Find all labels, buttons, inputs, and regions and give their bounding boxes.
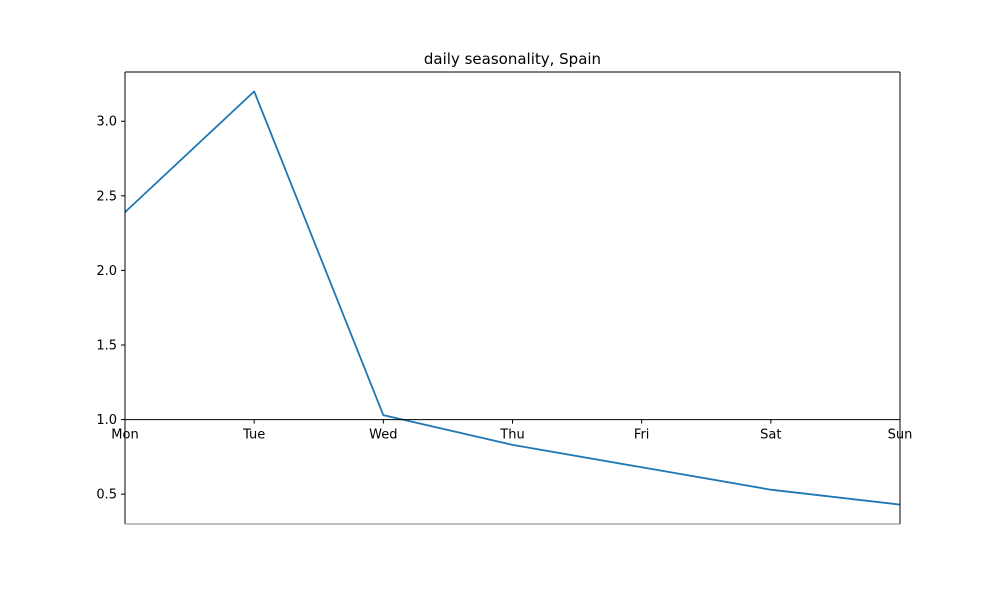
y-axis: 0.5 1.0 1.5 2.0 2.5 3.0 (96, 115, 125, 503)
y-tick-label: 0.5 (96, 488, 117, 503)
x-tick-label: Wed (369, 428, 397, 443)
y-tick-label: 3.0 (96, 115, 117, 130)
plot-background (125, 72, 900, 524)
y-tick-label: 2.5 (96, 189, 117, 204)
x-tick-label: Thu (499, 428, 524, 443)
y-tick-label: 2.0 (96, 264, 117, 279)
chart-title: daily seasonality, Spain (424, 50, 601, 68)
x-tick-label: Fri (634, 428, 650, 443)
y-tick-label: 1.5 (96, 338, 117, 353)
x-tick-label: Tue (242, 428, 265, 443)
x-tick-label: Sat (760, 428, 781, 443)
y-tick-label: 1.0 (96, 413, 117, 428)
